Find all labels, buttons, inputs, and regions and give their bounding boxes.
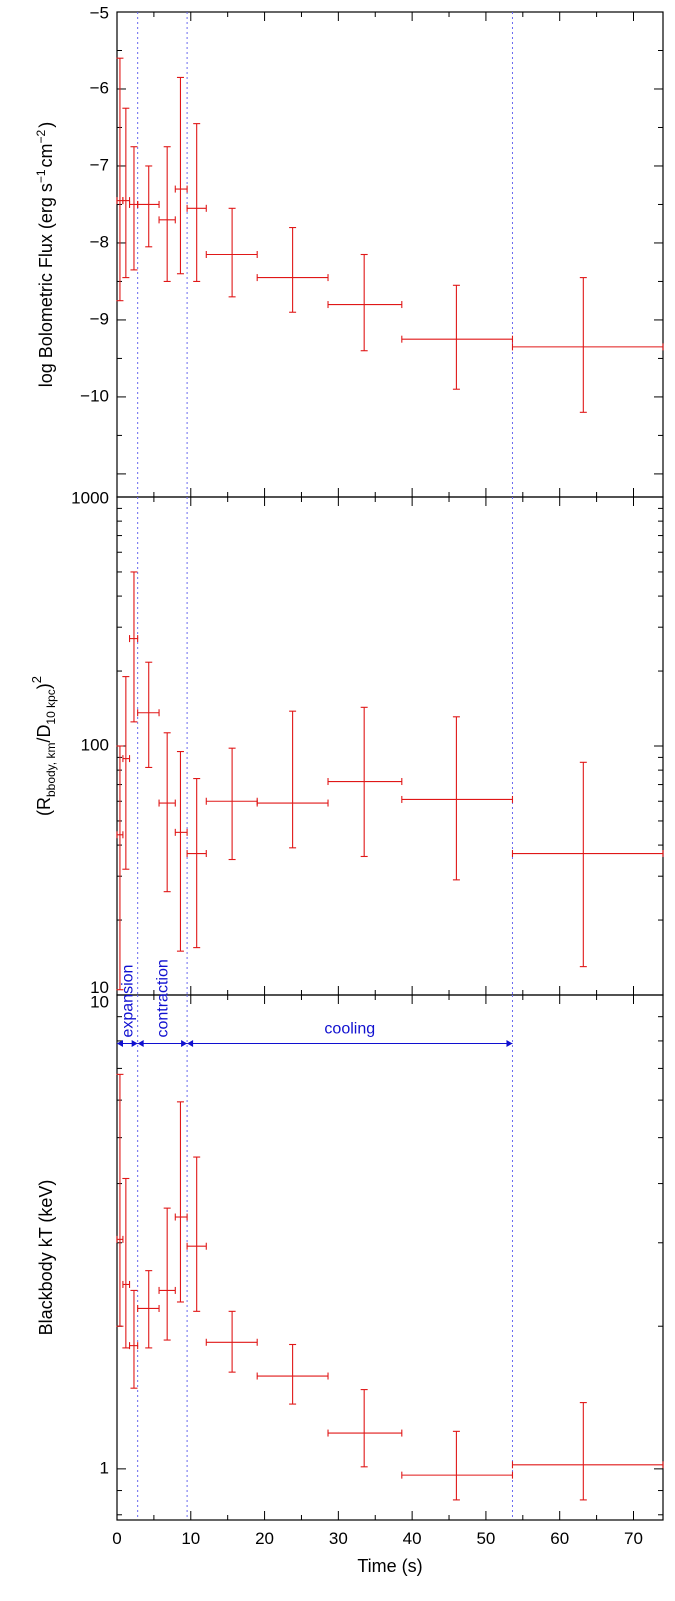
phase-label-contraction: contraction [154,959,171,1037]
data-point [137,661,160,769]
data-point [158,146,176,282]
y-tick-label: −10 [80,386,109,405]
data-point [256,710,329,849]
y-axis-label-middle: (Rbbody, km/D10 kpc)2 [29,676,58,816]
data-point [122,676,131,870]
data-point [511,1402,664,1501]
plot-frame [116,994,664,1521]
y-tick-label: 1 [100,1458,109,1477]
x-tick-label: 0 [112,1529,121,1548]
panel-middle: 10 100 1000 [71,488,664,997]
data-point [174,750,188,952]
data-point [128,146,139,271]
y-tick-label: 1000 [71,488,109,507]
data-point [205,747,258,861]
phase-annotations: expansion contraction cooling [117,959,513,1048]
data-point [401,284,514,390]
data-point [205,207,258,298]
y-tick-label: −7 [90,155,109,174]
data-point [327,706,403,858]
data-point [327,253,403,352]
data-point [401,1430,514,1501]
panel-top: −5 −6 −7 −8 −9 −10 [80,3,664,498]
data-point [158,732,176,893]
data-point [174,76,188,275]
arrow-head [131,1040,138,1048]
data-point [174,1101,188,1303]
plot-frame [116,496,664,996]
x-tick-label: 10 [181,1529,200,1548]
data-point [205,1310,258,1373]
data-point [511,277,664,413]
data-point [116,1073,124,1327]
data-point [122,1177,131,1349]
x-tick-label: 20 [255,1529,274,1548]
phase-label-cooling: cooling [324,1021,375,1038]
data-point [511,761,664,968]
data-point [256,1343,329,1405]
data-point [186,778,207,949]
x-tick-label: 60 [550,1529,569,1548]
x-tick-label: 50 [476,1529,495,1548]
data-point [158,1207,176,1341]
x-tick-label: 40 [403,1529,422,1548]
arrow-head [506,1040,513,1048]
y-axis-label-bottom: Blackbody kT (keV) [36,1180,56,1336]
data-point [256,227,329,313]
y-axis-label-top: log Bolometric Flux (erg s−1cm−2) [34,122,56,387]
data-point [401,716,514,881]
plot-frame [116,11,664,498]
data-point [122,107,131,279]
data-point [137,1270,160,1349]
arrow-head [117,1040,123,1048]
data-point [186,123,207,282]
x-tick-label: 30 [329,1529,348,1548]
x-tick-label: 70 [624,1529,643,1548]
data-point [327,1389,403,1468]
data-point [128,1289,139,1389]
x-axis-label: Time (s) [357,1556,422,1576]
y-tick-label: 10 [90,978,109,997]
y-tick-label: −9 [90,309,109,328]
y-tick-label: 100 [81,735,109,754]
panel-bottom: 1 10 [90,992,664,1521]
y-tick-label: −8 [90,232,109,251]
y-tick-label: 10 [90,992,109,1011]
data-point [116,745,124,991]
arrow-head [181,1040,188,1048]
arrow-head [137,1040,144,1048]
data-point [137,165,160,248]
y-tick-label: −6 [90,78,109,97]
data-point [186,1156,207,1312]
phase-label-expansion: expansion [119,965,136,1038]
data-point [128,571,139,723]
y-tick-label: −5 [90,3,109,22]
arrow-head [187,1040,194,1048]
